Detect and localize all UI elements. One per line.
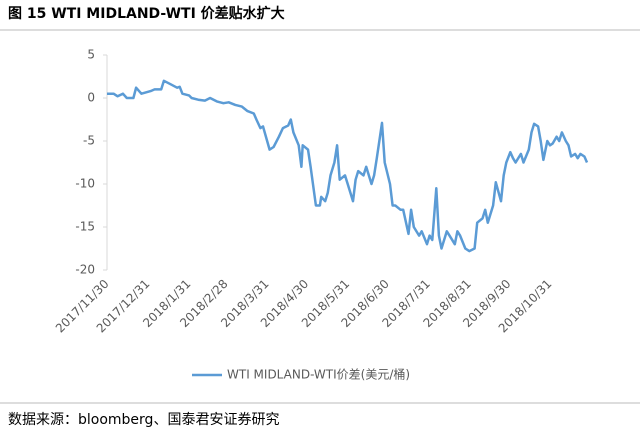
legend-label: WTI MIDLAND-WTI价差(美元/桶) [227, 367, 410, 382]
data-line [107, 79, 589, 253]
y-tick-label: -10 [75, 177, 95, 191]
y-tick-label: -5 [83, 134, 95, 148]
y-tick-label: -20 [75, 263, 95, 277]
y-tick-label: 0 [87, 91, 95, 105]
y-tick-label: 5 [87, 48, 95, 62]
chart-title: 图 15 WTI MIDLAND-WTI 价差贴水扩大 [8, 5, 285, 22]
source: 数据来源：bloomberg、国泰君安证券研究 [8, 412, 279, 428]
y-tick-label: -15 [75, 220, 95, 234]
